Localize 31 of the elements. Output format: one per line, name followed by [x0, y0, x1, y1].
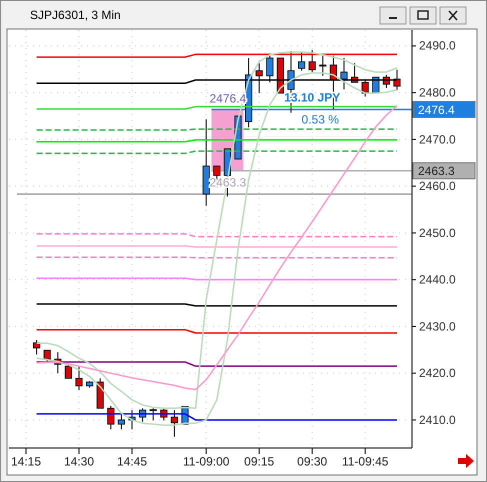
x-tick-label: 14:30 — [64, 454, 94, 469]
y-tick-label: 2470.0 — [419, 132, 456, 146]
candlestick — [44, 350, 51, 362]
ref-line-label: 2476.4 — [418, 102, 456, 117]
ref-line-label: 2463.3 — [418, 164, 456, 178]
x-tick-label: 09:30 — [297, 454, 328, 469]
y-tick-label: 2410.0 — [419, 412, 456, 427]
y-tick-label: 2480.0 — [419, 85, 456, 100]
candlestick — [118, 412, 125, 430]
candlestick — [64, 363, 72, 379]
x-tick-label: 14:45 — [116, 454, 148, 469]
chart-title: SJPJ6301, 3 Min — [30, 8, 121, 22]
x-tick-label: 11-09:45 — [342, 454, 389, 469]
x-tick-label: 09:15 — [244, 454, 275, 469]
annotation: 0.53 % — [302, 112, 340, 126]
candlestick — [75, 366, 83, 391]
y-tick-label: 2490.0 — [419, 38, 456, 53]
line-series — [36, 104, 398, 390]
y-tick-label: 2430.0 — [419, 319, 456, 334]
candlestick — [308, 50, 316, 73]
y-tick-label: 2450.0 — [419, 226, 456, 240]
candlestick — [170, 410, 178, 438]
candlestick — [107, 405, 114, 430]
y-tick-label: 2440.0 — [419, 272, 456, 287]
candlestick — [150, 408, 157, 421]
x-tick-label: 14:15 — [10, 454, 42, 469]
candlestick — [319, 55, 326, 76]
y-tick-label: 2420.0 — [419, 366, 456, 380]
x-tick-label: 11-09:00 — [182, 454, 230, 469]
y-tick-label: 2460.0 — [419, 179, 456, 194]
candlestick — [298, 51, 306, 72]
